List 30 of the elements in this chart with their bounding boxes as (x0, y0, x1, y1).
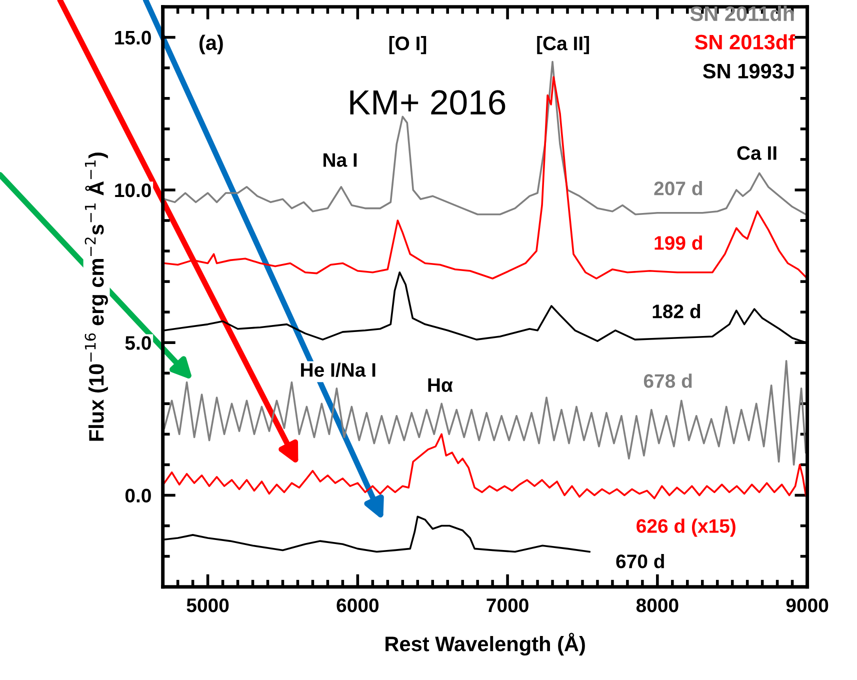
x-tick-label: 9000 (786, 598, 828, 612)
annotation: KM+ 2016 (350, 90, 506, 115)
annotation: Na I (324, 153, 357, 167)
text: Flux (10$^{−16}$ erg cm$^{−2}$s$^{−1}$ Å$^{−1}$) (84, 152, 108, 441)
annotation: [Ca II] (537, 36, 589, 54)
x-tick-label: 7000 (486, 598, 528, 612)
annotation: SN 2011dh (690, 6, 794, 22)
y-tick-label: 15.0 (115, 30, 151, 45)
annotation: Hα (428, 378, 453, 392)
x-axis-title: Rest Wavelength (Å) (386, 632, 585, 656)
annotation: He I/Na I (301, 362, 376, 378)
series-label: 182 d (652, 304, 700, 318)
line-series (163, 360, 807, 466)
series-label: 199 d (654, 236, 702, 250)
y-tick-label: 10.0 (115, 183, 151, 198)
series-label: 678 d (644, 374, 692, 388)
annotation: [O I] (389, 36, 426, 54)
annotation: Ca II (737, 146, 776, 160)
series-label: 207 d (654, 181, 702, 196)
line-series (163, 60, 807, 216)
annotation: SN 1993J (702, 64, 794, 79)
y-tick-label: 0.0 (125, 488, 151, 502)
series-label: 670 d (616, 554, 664, 568)
annotation: SN 2013df (694, 34, 796, 50)
annotation: (a) (199, 34, 223, 54)
x-tick-label: 8000 (636, 598, 678, 612)
x-tick-label: 6000 (336, 598, 378, 612)
series-label: 626 d (x15) (636, 518, 736, 537)
x-tick-label: 5000 (186, 598, 229, 612)
y-tick-label: 5.0 (125, 336, 151, 350)
